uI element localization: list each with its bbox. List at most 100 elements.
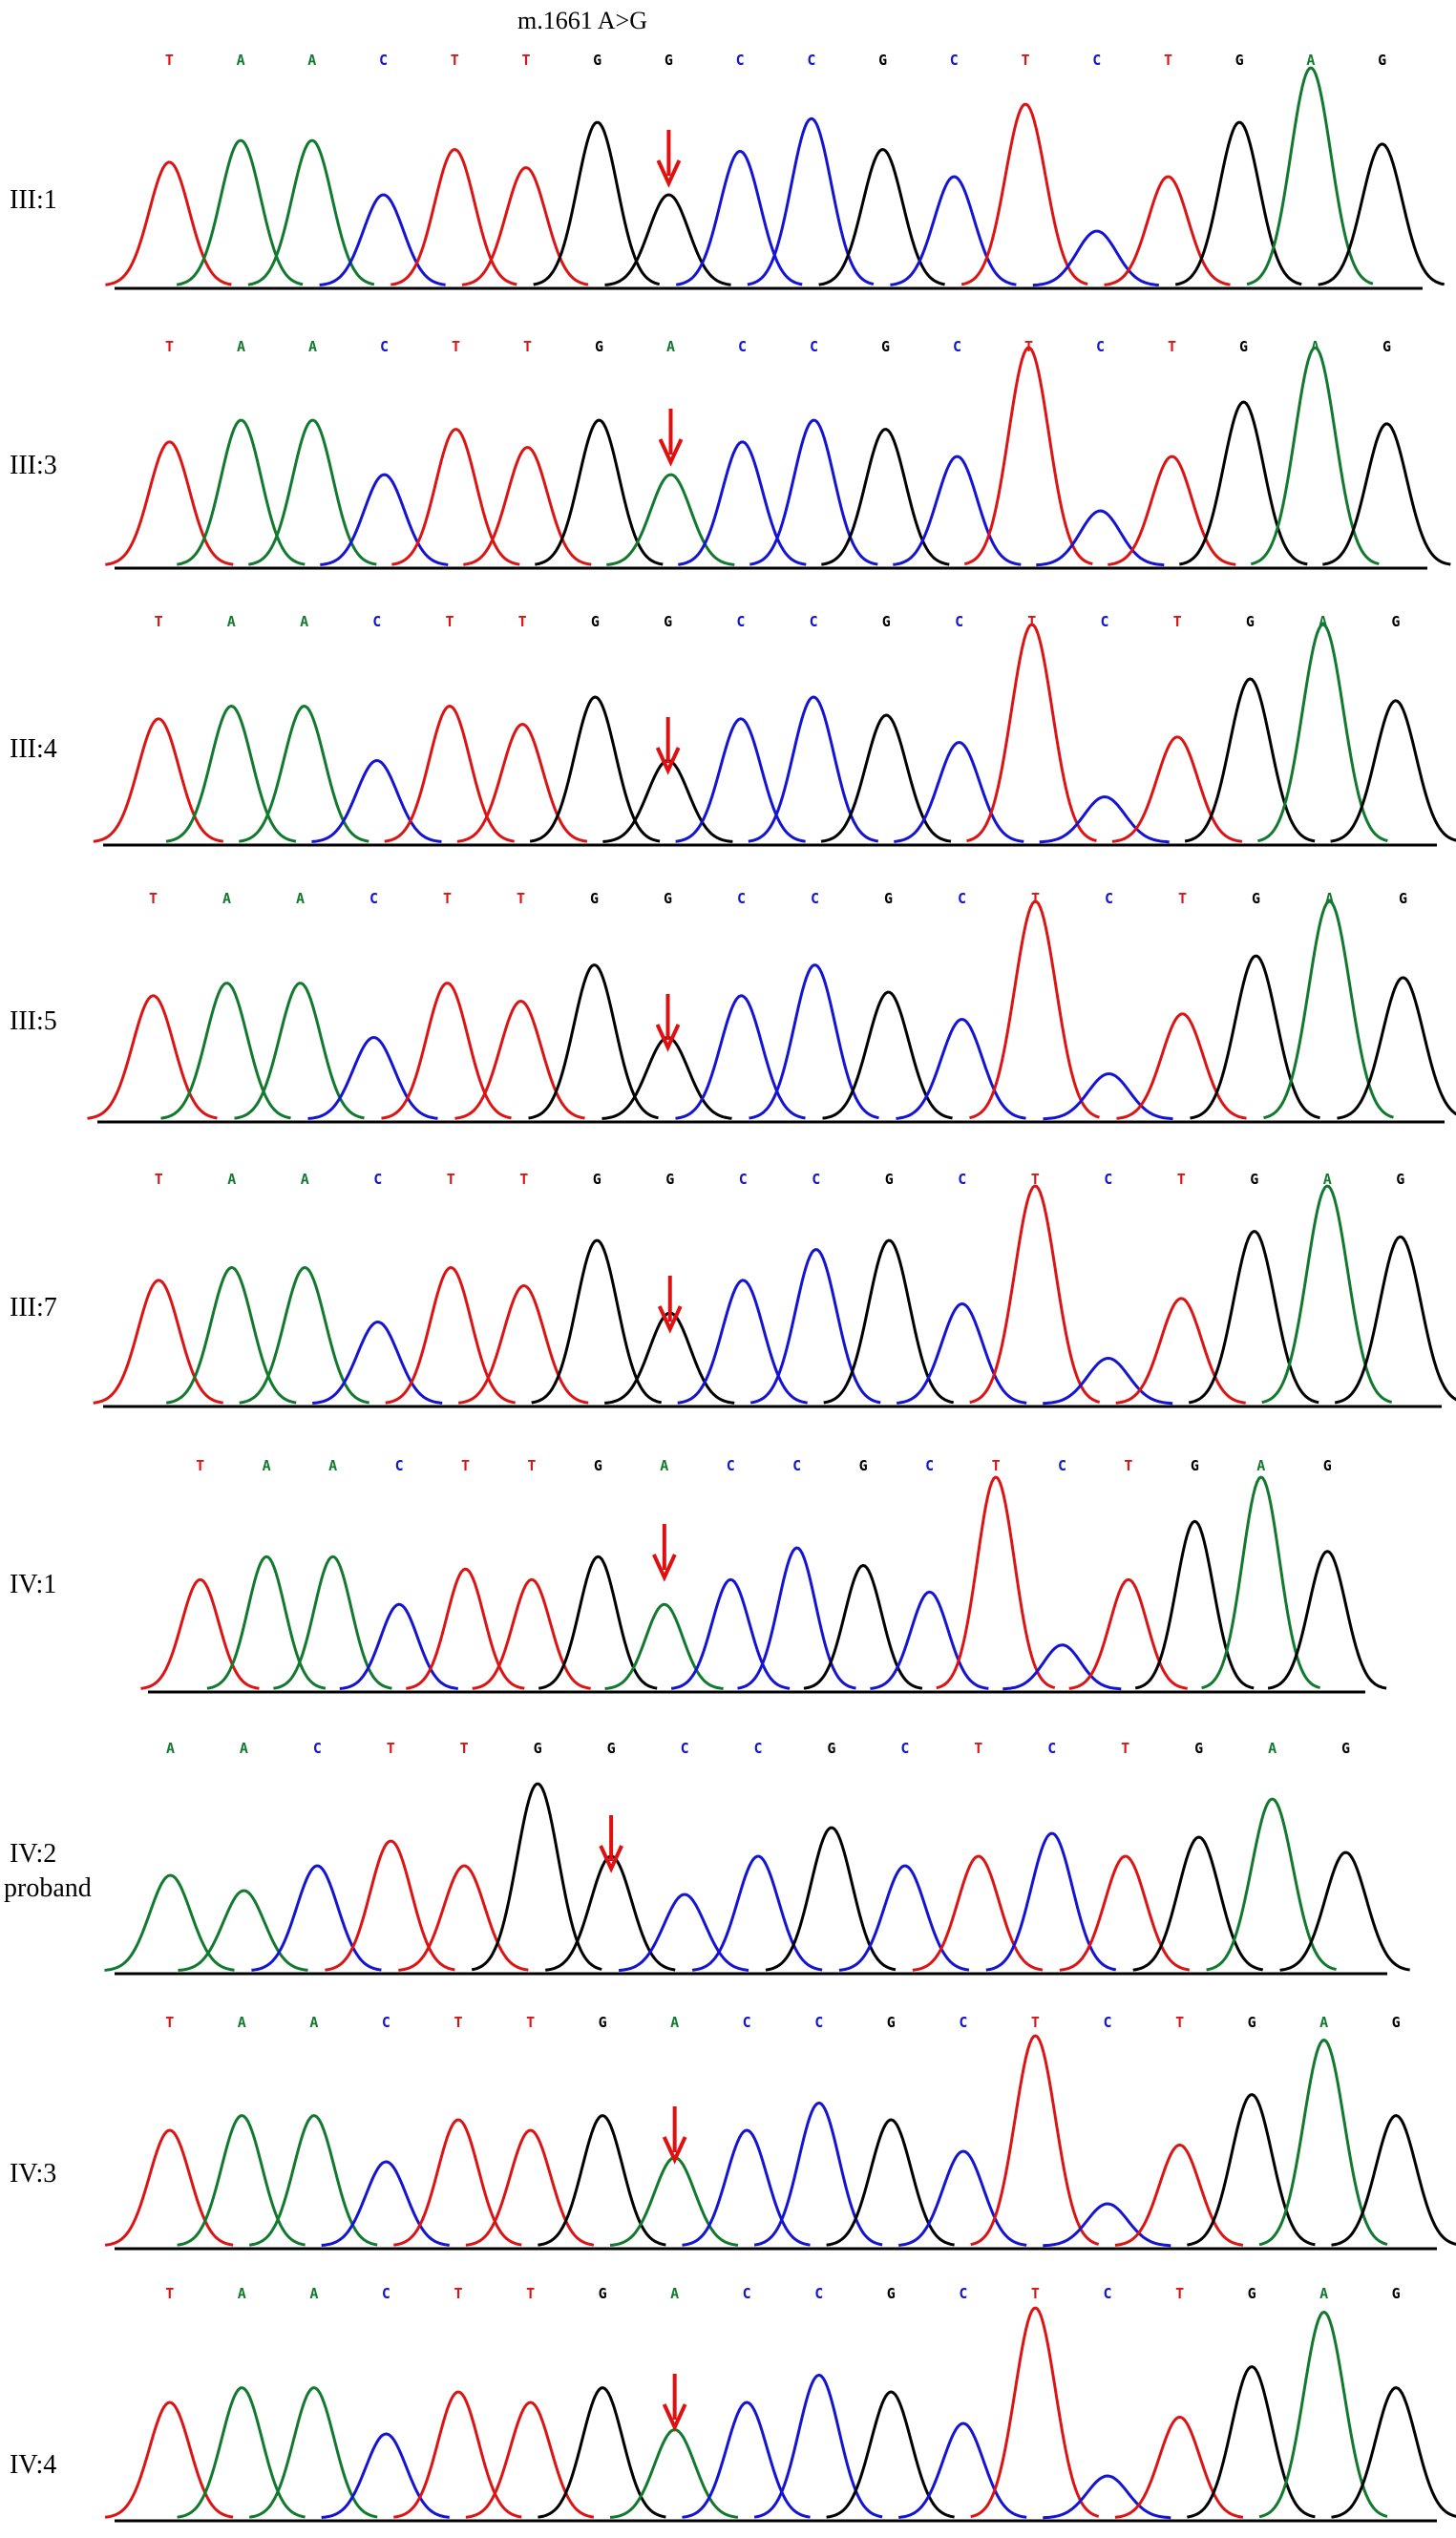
trace-peak: [1201, 1475, 1321, 1690]
base-call-letter: T: [149, 890, 158, 907]
base-call-letter: A: [301, 1171, 309, 1188]
trace-peak: [178, 1889, 308, 1972]
trace-peak: [1179, 400, 1308, 566]
base-call-letter: T: [523, 338, 532, 355]
base-call-letter: T: [155, 613, 163, 630]
base-call-letter: A: [1268, 1740, 1277, 1757]
base-call-letter: A: [227, 1171, 236, 1188]
panel-iii-4: III:4 T A A C T T G G C C G C T C T G A G: [10, 613, 1456, 847]
trace-peak: [1206, 1797, 1337, 1972]
base-call-letter: C: [379, 52, 388, 69]
base-call-letter: G: [1239, 338, 1248, 355]
panel-iii-3: III:3T A A C T T G A C C G C T C T G A G: [10, 338, 1451, 570]
panel-iii-7: III:7 T A A C T T G G C C G C T C T G A G: [10, 1171, 1456, 1408]
trace-peak: [894, 741, 1024, 843]
trace-peak: [1334, 1235, 1456, 1405]
base-call-letter: C: [925, 1457, 934, 1474]
base-call-letter: A: [307, 52, 316, 69]
trace-peak: [619, 1893, 749, 1972]
base-call-letter: C: [395, 1457, 404, 1474]
base-call-letter: A: [1319, 2014, 1328, 2031]
base-call-letter: C: [900, 1740, 909, 1757]
trace-peak: [273, 1555, 392, 1690]
sample-label: III:1: [10, 185, 57, 215]
trace-peak: [737, 1546, 856, 1690]
trace-peak: [1261, 1184, 1393, 1405]
panel-iii-5: III:5 T A A C T T G G C C G C T C T G A G: [10, 890, 1456, 1124]
base-call-letter: A: [237, 338, 245, 355]
mutation-arrow-head: [658, 438, 684, 467]
base-call-letter: T: [1031, 890, 1040, 907]
trace-peak: [969, 899, 1100, 1120]
base-call-letter: A: [222, 890, 231, 907]
trace-peak: [985, 1831, 1117, 1972]
base-call-letter: C: [814, 2014, 823, 2031]
base-call-letter: C: [792, 1457, 801, 1474]
trace-peak: [385, 1266, 516, 1405]
base-call-letter: T: [445, 613, 454, 630]
trace-peak: [1032, 229, 1159, 287]
trace-peak: [234, 982, 365, 1120]
base-call-letter: T: [165, 52, 174, 69]
trace-peak: [1187, 2093, 1316, 2247]
sample-label: III:5: [10, 1006, 57, 1036]
trace-peak: [1190, 954, 1320, 1120]
trace-peak: [822, 990, 953, 1120]
trace-peak: [472, 1577, 591, 1690]
trace-peak: [390, 148, 517, 286]
base-call-letter: A: [309, 2014, 318, 2031]
base-call-letter: G: [591, 613, 600, 630]
mutation-arrow-head: [655, 1024, 681, 1052]
trace-peak: [251, 1864, 382, 1972]
trace-peak: [533, 120, 660, 286]
trace-peak: [104, 1873, 235, 1972]
trace-peak: [675, 994, 806, 1120]
trace-peak: [538, 2114, 666, 2247]
base-call-letter: G: [1248, 2285, 1256, 2302]
trace-peak: [1059, 1854, 1191, 1972]
trace-peak: [1116, 1012, 1247, 1120]
trace-peak: [749, 1248, 881, 1405]
base-call-letter: T: [447, 1171, 455, 1188]
base-call-letter: G: [1235, 52, 1244, 69]
base-call-letter: G: [884, 890, 893, 907]
trace-peak: [1104, 175, 1231, 286]
base-call-letter: C: [372, 613, 381, 630]
trace-peak: [177, 418, 306, 566]
trace-peak: [898, 2149, 1027, 2247]
trace-peak: [528, 963, 659, 1120]
base-call-letter: G: [827, 1740, 835, 1757]
base-call-letter: T: [519, 1171, 528, 1188]
base-call-letter: T: [443, 890, 452, 907]
base-call-letter: T: [1175, 2014, 1184, 2031]
trace-peak: [1115, 1297, 1246, 1405]
base-call-letter: C: [807, 52, 815, 69]
base-call-letter: G: [878, 52, 887, 69]
base-call-letter: G: [607, 1740, 616, 1757]
base-call-letter: C: [743, 2285, 751, 2302]
base-call-letter: T: [165, 2014, 174, 2031]
base-call-letter: G: [599, 2285, 607, 2302]
base-call-letter: G: [593, 1171, 601, 1188]
base-call-letter: G: [1194, 1740, 1203, 1757]
base-call-letter: A: [670, 2285, 679, 2302]
base-call-letter: A: [1319, 2285, 1328, 2302]
trace-peak: [1330, 699, 1456, 843]
trace-peak: [544, 1854, 676, 1972]
trace-peak: [1043, 2474, 1171, 2520]
base-call-letter: C: [959, 2014, 967, 2031]
base-call-letter: C: [736, 613, 745, 630]
base-call-letter: C: [1103, 2014, 1111, 2031]
trace-peak: [311, 759, 442, 843]
base-call-letter: A: [238, 2014, 246, 2031]
trace-peak: [765, 1826, 897, 1972]
base-call-letter: G: [590, 890, 599, 907]
trace-peak: [820, 713, 952, 843]
base-call-letter: T: [196, 1457, 204, 1474]
base-call-letter: T: [461, 1457, 470, 1474]
mutation-arrow-head: [599, 1845, 623, 1873]
trace-peak: [964, 346, 1093, 566]
trace-peak: [893, 455, 1022, 566]
trace-peak: [1251, 346, 1380, 566]
